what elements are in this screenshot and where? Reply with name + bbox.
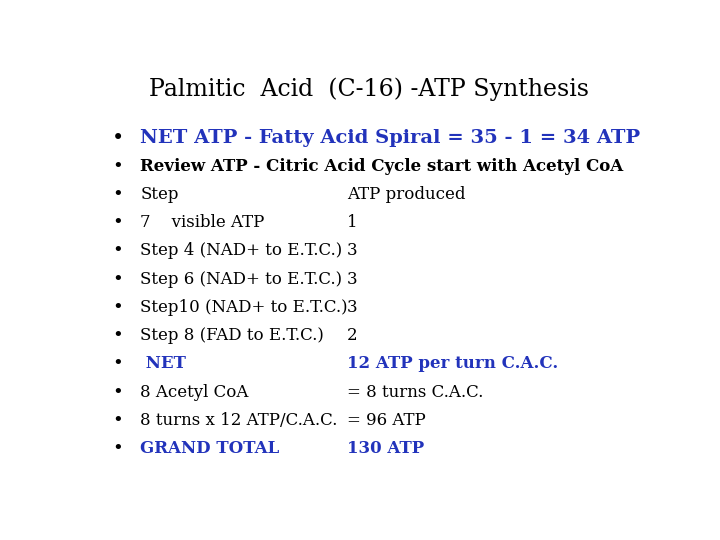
- Text: 3: 3: [347, 242, 357, 259]
- Text: •: •: [112, 186, 123, 204]
- Text: •: •: [112, 384, 123, 402]
- Text: •: •: [112, 412, 123, 430]
- Text: Step 6 (NAD+ to E.T.C.): Step 6 (NAD+ to E.T.C.): [140, 271, 342, 288]
- Text: 12 ATP per turn C.A.C.: 12 ATP per turn C.A.C.: [347, 355, 558, 373]
- Text: Review ATP - Citric Acid Cycle start with Acetyl CoA: Review ATP - Citric Acid Cycle start wit…: [140, 158, 624, 174]
- Text: = 8 turns C.A.C.: = 8 turns C.A.C.: [347, 384, 483, 401]
- Text: •: •: [112, 214, 123, 232]
- Text: 130 ATP: 130 ATP: [347, 440, 424, 457]
- Text: •: •: [112, 299, 123, 317]
- Text: NET ATP - Fatty Acid Spiral = 35 - 1 = 34 ATP: NET ATP - Fatty Acid Spiral = 35 - 1 = 3…: [140, 129, 640, 147]
- Text: 3: 3: [347, 271, 357, 288]
- Text: NET: NET: [140, 355, 186, 373]
- Text: •: •: [112, 355, 123, 374]
- Text: •: •: [112, 327, 123, 345]
- Text: •: •: [112, 158, 123, 176]
- Text: 3: 3: [347, 299, 357, 316]
- Text: Palmitic  Acid  (C-16) -ATP Synthesis: Palmitic Acid (C-16) -ATP Synthesis: [149, 77, 589, 101]
- Text: •: •: [112, 242, 123, 260]
- Text: = 96 ATP: = 96 ATP: [347, 412, 426, 429]
- Text: Step10 (NAD+ to E.T.C.): Step10 (NAD+ to E.T.C.): [140, 299, 348, 316]
- Text: •: •: [112, 271, 123, 288]
- Text: 8 turns x 12 ATP/C.A.C.: 8 turns x 12 ATP/C.A.C.: [140, 412, 338, 429]
- Text: Step 8 (FAD to E.T.C.): Step 8 (FAD to E.T.C.): [140, 327, 324, 344]
- Text: GRAND TOTAL: GRAND TOTAL: [140, 440, 279, 457]
- Text: •: •: [112, 440, 123, 458]
- Text: ATP produced: ATP produced: [347, 186, 465, 203]
- Text: 7    visible ATP: 7 visible ATP: [140, 214, 264, 231]
- Text: 8 Acetyl CoA: 8 Acetyl CoA: [140, 384, 248, 401]
- Text: Step: Step: [140, 186, 179, 203]
- Text: 2: 2: [347, 327, 357, 344]
- Text: •: •: [112, 129, 125, 149]
- Text: 1: 1: [347, 214, 357, 231]
- Text: Step 4 (NAD+ to E.T.C.): Step 4 (NAD+ to E.T.C.): [140, 242, 343, 259]
